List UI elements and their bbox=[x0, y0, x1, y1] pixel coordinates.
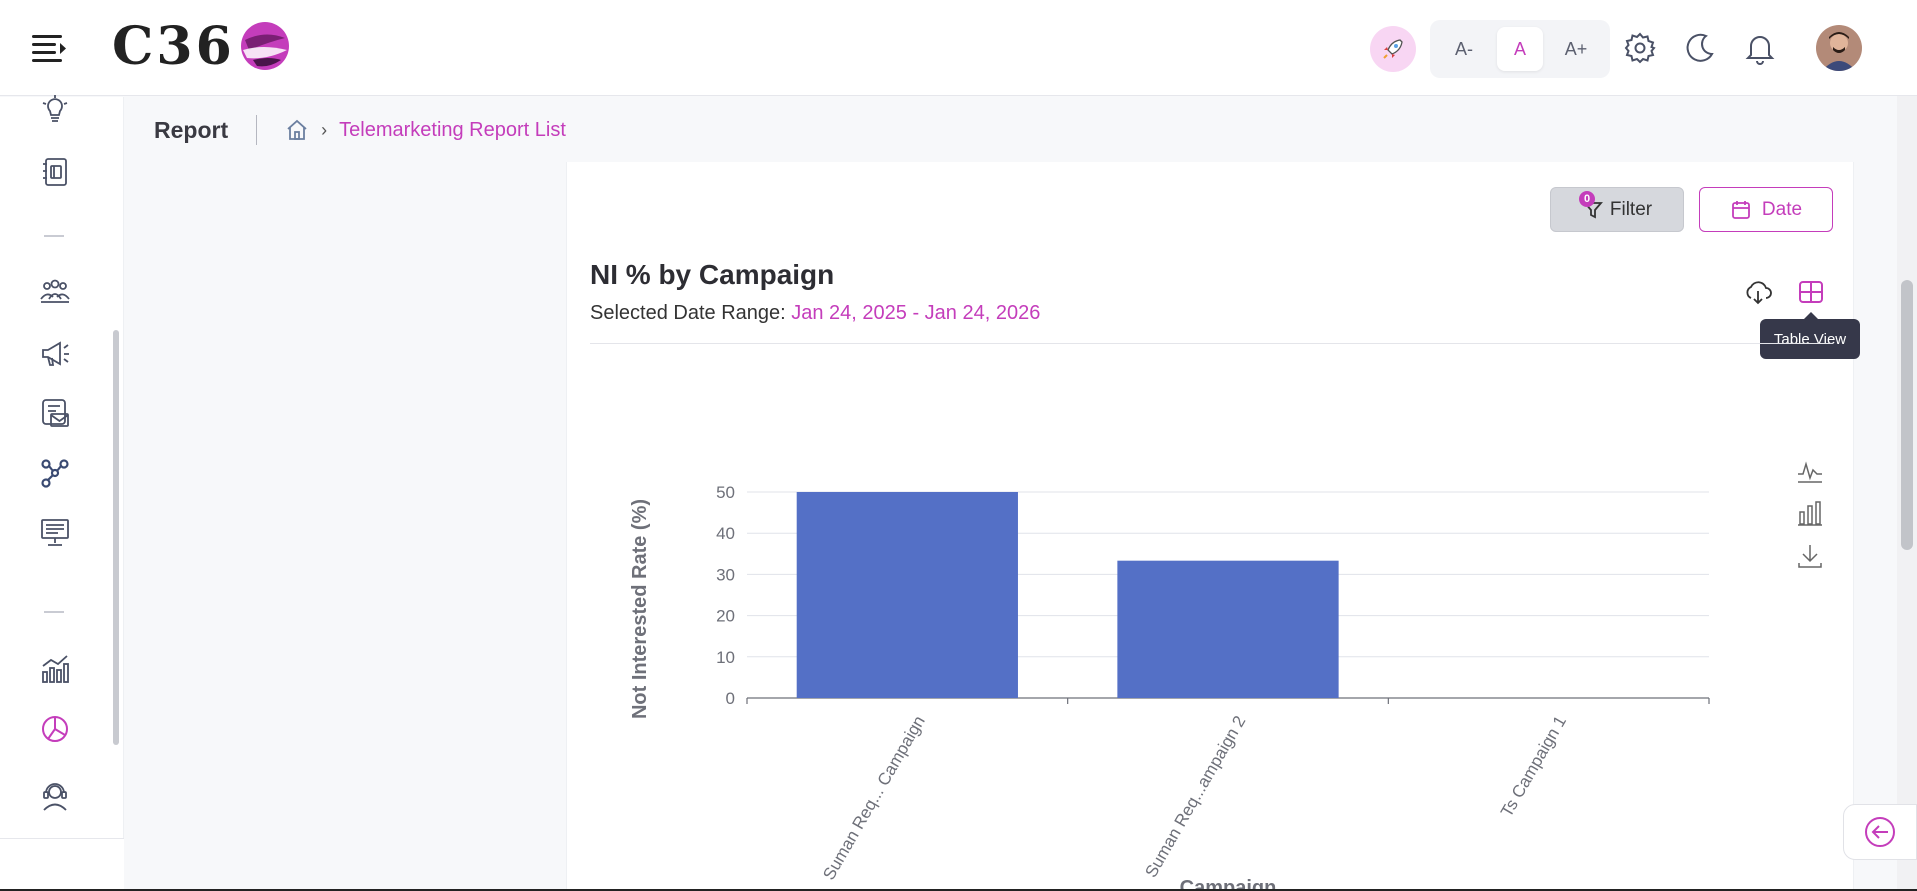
sidebar bbox=[0, 95, 124, 838]
sidebar-item-contacts[interactable] bbox=[38, 155, 72, 189]
y-tick-label: 40 bbox=[716, 524, 735, 543]
home-icon[interactable] bbox=[285, 118, 309, 142]
cloud-download-icon[interactable] bbox=[1742, 276, 1774, 308]
line-chart-toggle-icon[interactable] bbox=[1795, 456, 1825, 486]
logo[interactable]: C36 bbox=[112, 14, 291, 78]
y-tick-label: 10 bbox=[716, 648, 735, 667]
sidebar-item-training[interactable] bbox=[38, 515, 72, 549]
font-decrease-button[interactable]: A- bbox=[1455, 38, 1473, 59]
breadcrumb-divider bbox=[256, 115, 258, 145]
presentation-icon bbox=[41, 519, 69, 546]
logo-globe-icon bbox=[240, 22, 289, 70]
sidebar-divider bbox=[44, 235, 64, 237]
filter-button[interactable]: 0 Filter bbox=[1550, 187, 1684, 232]
chart-title: NI % by Campaign bbox=[590, 259, 835, 290]
sidebar-item-workflow[interactable] bbox=[38, 456, 72, 490]
logo-text: C36 bbox=[112, 15, 235, 77]
avatar[interactable] bbox=[1816, 25, 1862, 71]
bar bbox=[1117, 560, 1339, 698]
lightbulb-icon bbox=[42, 95, 68, 122]
back-arrow-button[interactable] bbox=[1843, 804, 1917, 860]
sidebar-item-messages[interactable] bbox=[38, 396, 72, 430]
megaphone-icon bbox=[42, 341, 69, 366]
date-button[interactable]: Date bbox=[1699, 187, 1833, 232]
sidebar-item-support[interactable] bbox=[38, 779, 72, 813]
page-scrollbar-thumb[interactable] bbox=[1901, 280, 1913, 550]
y-tick-label: 50 bbox=[716, 483, 735, 502]
calendar-icon bbox=[1732, 200, 1750, 219]
breadcrumb-current[interactable]: Telemarketing Report List bbox=[339, 118, 566, 141]
y-tick-label: 30 bbox=[716, 565, 735, 584]
bar-chart: 0 10 20 30 40 50 Suman Req... Campaign Suman Re… bbox=[629, 483, 1710, 891]
x-axis-title: Campaign bbox=[1180, 877, 1277, 891]
table-view-icon[interactable] bbox=[1795, 276, 1827, 308]
page-scrollbar[interactable] bbox=[1897, 96, 1917, 891]
date-range-value: Jan 24, 2025 - Jan 24, 2026 bbox=[791, 302, 1041, 324]
page-title: Report bbox=[154, 116, 229, 143]
x-tick-label: Suman Req...ampaign 2 bbox=[1141, 713, 1249, 881]
bar bbox=[796, 492, 1018, 698]
analytics-chart-icon bbox=[42, 655, 69, 683]
notification-bell-icon[interactable] bbox=[1742, 30, 1778, 66]
sidebar-divider bbox=[44, 611, 64, 613]
team-icon bbox=[40, 279, 70, 303]
sidebar-item-reports[interactable] bbox=[38, 712, 72, 746]
rocket-icon[interactable] bbox=[1370, 26, 1416, 72]
x-tick-label: Ts Campaign 1 bbox=[1497, 713, 1570, 821]
save-image-download-icon[interactable] bbox=[1795, 541, 1825, 571]
font-size-controls: A- A A+ bbox=[1430, 20, 1610, 78]
date-range-label: Selected Date Range: bbox=[590, 302, 786, 324]
breadcrumb: Report › Telemarketing Report List bbox=[154, 110, 566, 150]
x-tick-label: Suman Req... Campaign bbox=[819, 713, 929, 884]
report-card: 0 Filter Date NI % by Campaign Selected … bbox=[566, 162, 1860, 891]
font-normal-button[interactable]: A bbox=[1497, 27, 1543, 71]
sidebar-item-analytics[interactable] bbox=[38, 652, 72, 686]
headset-agent-icon bbox=[43, 783, 67, 811]
sidebar-item-teams[interactable] bbox=[38, 275, 72, 309]
y-axis-title: Not Interested Rate (%) bbox=[629, 499, 651, 719]
chevron-right-icon: › bbox=[321, 119, 328, 140]
nodes-icon bbox=[41, 459, 69, 488]
top-bar: C36 A- A A+ bbox=[0, 0, 1917, 96]
filter-count-badge: 0 bbox=[1579, 191, 1595, 207]
filter-icon bbox=[1582, 201, 1603, 218]
date-range-text: Selected Date Range: Jan 24, 2025 - Jan … bbox=[590, 302, 1040, 325]
sidebar-footer bbox=[0, 838, 124, 891]
sidebar-scrollbar[interactable] bbox=[113, 330, 119, 745]
bar-chart-toggle-icon[interactable] bbox=[1795, 498, 1825, 528]
contact-book-icon bbox=[43, 158, 67, 186]
pie-chart-icon bbox=[42, 716, 68, 742]
sidebar-item-campaigns[interactable] bbox=[38, 336, 72, 370]
gear-icon[interactable] bbox=[1622, 30, 1658, 66]
arrow-left-icon bbox=[1865, 817, 1895, 847]
mail-list-icon bbox=[42, 399, 69, 427]
font-increase-button[interactable]: A+ bbox=[1564, 38, 1588, 59]
dark-mode-moon-icon[interactable] bbox=[1682, 30, 1718, 66]
menu-toggle-icon[interactable] bbox=[30, 30, 70, 66]
bottom-edge bbox=[0, 889, 1917, 891]
sidebar-item-ideas[interactable] bbox=[38, 93, 72, 127]
y-tick-label: 20 bbox=[716, 607, 735, 626]
date-label: Date bbox=[1761, 198, 1803, 220]
card-divider bbox=[590, 343, 1833, 344]
filter-label: Filter bbox=[1609, 198, 1653, 220]
y-tick-label: 0 bbox=[726, 689, 735, 708]
